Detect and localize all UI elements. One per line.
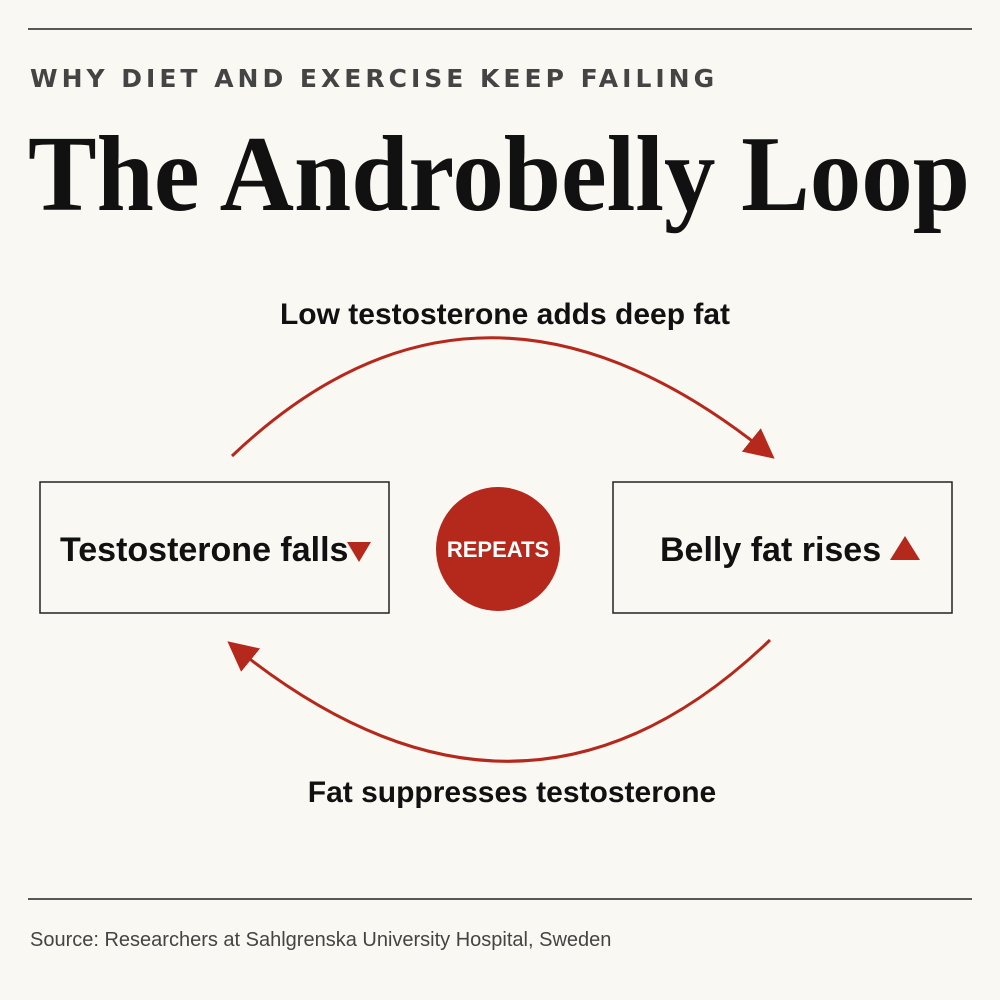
source: Source: Researchers at Sahlgrenska Unive…: [30, 929, 611, 951]
kicker: WHY DIET AND EXERCISE KEEP FAILING: [30, 64, 718, 93]
node-box: [612, 481, 953, 614]
title: The Androbelly Loop: [28, 115, 970, 234]
center-label: REPEATS: [447, 537, 549, 562]
edge-label: Low testosterone adds deep fat: [280, 298, 730, 331]
down-icon: [347, 542, 371, 562]
center-circle: [436, 487, 560, 611]
node-box: [39, 481, 390, 614]
arrow: [230, 336, 775, 459]
edge-label: Fat suppresses testosterone: [308, 776, 716, 809]
arrow: [227, 638, 772, 763]
up-icon: [890, 536, 920, 560]
node-label: Testosterone falls: [60, 531, 348, 569]
node-label: Belly fat rises: [660, 531, 881, 569]
